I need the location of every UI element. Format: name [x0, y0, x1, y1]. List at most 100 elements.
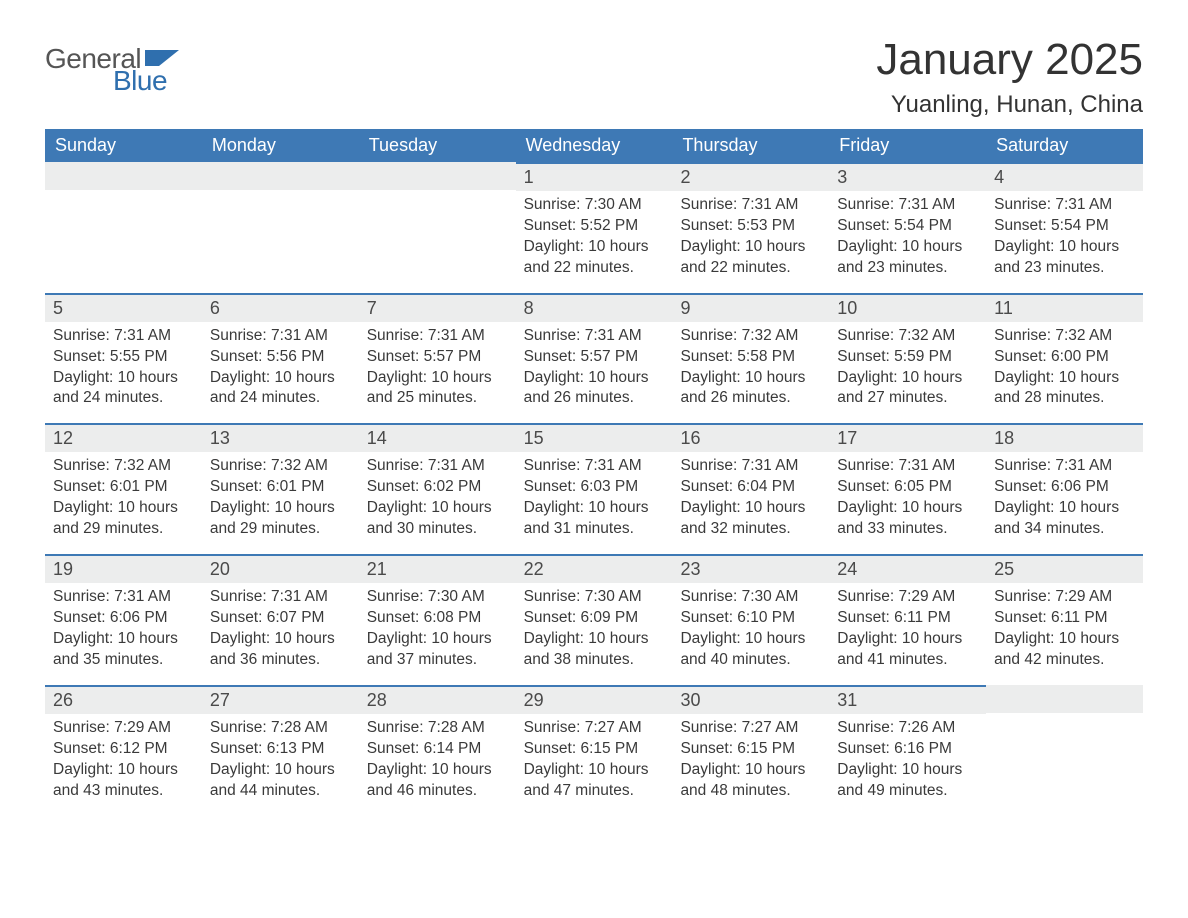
- sunrise-text: Sunrise: 7:32 AM: [837, 326, 978, 347]
- day-cell: [986, 685, 1143, 816]
- day-body: Sunrise: 7:31 AMSunset: 6:04 PMDaylight:…: [672, 452, 829, 554]
- sunrise-text: Sunrise: 7:32 AM: [994, 326, 1135, 347]
- day-cell: 11Sunrise: 7:32 AMSunset: 6:00 PMDayligh…: [986, 293, 1143, 424]
- day-cell: 2Sunrise: 7:31 AMSunset: 5:53 PMDaylight…: [672, 162, 829, 293]
- sunset-text: Sunset: 6:04 PM: [680, 477, 821, 498]
- sunset-text: Sunset: 5:53 PM: [680, 216, 821, 237]
- day-body: Sunrise: 7:31 AMSunset: 5:54 PMDaylight:…: [986, 191, 1143, 293]
- day-number: 5: [45, 293, 202, 322]
- day-cell: 15Sunrise: 7:31 AMSunset: 6:03 PMDayligh…: [516, 423, 673, 554]
- day-body: Sunrise: 7:29 AMSunset: 6:11 PMDaylight:…: [986, 583, 1143, 685]
- daylight-text: Daylight: 10 hours and 24 minutes.: [53, 368, 194, 410]
- daylight-text: Daylight: 10 hours and 23 minutes.: [837, 237, 978, 279]
- day-body: Sunrise: 7:28 AMSunset: 6:13 PMDaylight:…: [202, 714, 359, 816]
- day-cell: 1Sunrise: 7:30 AMSunset: 5:52 PMDaylight…: [516, 162, 673, 293]
- day-number: 8: [516, 293, 673, 322]
- daylight-text: Daylight: 10 hours and 33 minutes.: [837, 498, 978, 540]
- day-number: 14: [359, 423, 516, 452]
- month-title: January 2025: [876, 35, 1143, 85]
- daylight-text: Daylight: 10 hours and 44 minutes.: [210, 760, 351, 802]
- daylight-text: Daylight: 10 hours and 32 minutes.: [680, 498, 821, 540]
- day-cell: 13Sunrise: 7:32 AMSunset: 6:01 PMDayligh…: [202, 423, 359, 554]
- day-number: 10: [829, 293, 986, 322]
- sunset-text: Sunset: 5:54 PM: [837, 216, 978, 237]
- day-cell: 22Sunrise: 7:30 AMSunset: 6:09 PMDayligh…: [516, 554, 673, 685]
- day-cell: 28Sunrise: 7:28 AMSunset: 6:14 PMDayligh…: [359, 685, 516, 816]
- day-cell: 16Sunrise: 7:31 AMSunset: 6:04 PMDayligh…: [672, 423, 829, 554]
- dow-cell: Thursday: [672, 129, 829, 162]
- day-body: Sunrise: 7:30 AMSunset: 6:09 PMDaylight:…: [516, 583, 673, 685]
- daylight-text: Daylight: 10 hours and 25 minutes.: [367, 368, 508, 410]
- day-cell: 27Sunrise: 7:28 AMSunset: 6:13 PMDayligh…: [202, 685, 359, 816]
- sunrise-text: Sunrise: 7:30 AM: [524, 587, 665, 608]
- day-cell: 8Sunrise: 7:31 AMSunset: 5:57 PMDaylight…: [516, 293, 673, 424]
- sunset-text: Sunset: 5:57 PM: [524, 347, 665, 368]
- sunset-text: Sunset: 5:58 PM: [680, 347, 821, 368]
- day-number: 1: [516, 162, 673, 191]
- sunset-text: Sunset: 6:13 PM: [210, 739, 351, 760]
- day-body: Sunrise: 7:31 AMSunset: 5:53 PMDaylight:…: [672, 191, 829, 293]
- day-number: 23: [672, 554, 829, 583]
- dow-cell: Friday: [829, 129, 986, 162]
- sunrise-text: Sunrise: 7:31 AM: [524, 326, 665, 347]
- sunset-text: Sunset: 6:00 PM: [994, 347, 1135, 368]
- sunrise-text: Sunrise: 7:31 AM: [210, 587, 351, 608]
- day-number: 9: [672, 293, 829, 322]
- daylight-text: Daylight: 10 hours and 46 minutes.: [367, 760, 508, 802]
- day-cell: 31Sunrise: 7:26 AMSunset: 6:16 PMDayligh…: [829, 685, 986, 816]
- sunrise-text: Sunrise: 7:31 AM: [994, 456, 1135, 477]
- sunrise-text: Sunrise: 7:29 AM: [994, 587, 1135, 608]
- week-row: 19 Sunrise: 7:31 AM Sunset: 6:06 PM Dayligh…: [45, 554, 1143, 685]
- sunset-text: Sunset: 6:16 PM: [837, 739, 978, 760]
- day-number: 19: [45, 554, 202, 583]
- daylight-text: Daylight: 10 hours and 49 minutes.: [837, 760, 978, 802]
- sunset-text: Sunset: 6:02 PM: [367, 477, 508, 498]
- day-body: Sunrise: 7:26 AMSunset: 6:16 PMDaylight:…: [829, 714, 986, 816]
- day-body: Sunrise: 7:30 AMSunset: 6:08 PMDaylight:…: [359, 583, 516, 685]
- day-cell: 5Sunrise: 7:31 AMSunset: 5:55 PMDaylight…: [45, 293, 202, 424]
- daylight-text: Daylight: 10 hours and 31 minutes.: [524, 498, 665, 540]
- sunset-text: Sunset: 6:08 PM: [367, 608, 508, 629]
- day-cell: [45, 162, 202, 293]
- day-body: Sunrise: 7:31 AMSunset: 6:06 PMDaylight:…: [986, 452, 1143, 554]
- day-number: 7: [359, 293, 516, 322]
- day-body: Sunrise: 7:30 AMSunset: 5:52 PMDaylight:…: [516, 191, 673, 293]
- day-body: Sunrise: 7:31 AMSunset: 6:07 PMDaylight:…: [202, 583, 359, 685]
- day-number: 15: [516, 423, 673, 452]
- sunset-text: Sunset: 6:09 PM: [524, 608, 665, 629]
- sunrise-text: Sunrise: 7:31 AM: [680, 195, 821, 216]
- day-body: Sunrise: 7:31 AMSunset: 5:55 PMDaylight:…: [45, 322, 202, 424]
- daylight-text: Daylight: 10 hours and 28 minutes.: [994, 368, 1135, 410]
- sunrise-text: Sunrise: 7:31 AM: [994, 195, 1135, 216]
- sunrise-text: Sunrise: 7:30 AM: [367, 587, 508, 608]
- day-body: Sunrise: 7:31 AMSunset: 6:05 PMDaylight:…: [829, 452, 986, 554]
- title-block: January 2025 Yuanling, Hunan, China: [876, 35, 1143, 119]
- day-cell: 6Sunrise: 7:31 AMSunset: 5:56 PMDaylight…: [202, 293, 359, 424]
- day-body: Sunrise: 7:31 AMSunset: 5:56 PMDaylight:…: [202, 322, 359, 424]
- day-number: 20: [202, 554, 359, 583]
- day-body: Sunrise: 7:27 AMSunset: 6:15 PMDaylight:…: [672, 714, 829, 816]
- day-cell: 14Sunrise: 7:31 AMSunset: 6:02 PMDayligh…: [359, 423, 516, 554]
- empty-day-bar: [359, 162, 516, 190]
- sunset-text: Sunset: 6:14 PM: [367, 739, 508, 760]
- sunrise-text: Sunrise: 7:28 AM: [210, 718, 351, 739]
- day-body: Sunrise: 7:32 AMSunset: 6:00 PMDaylight:…: [986, 322, 1143, 424]
- day-of-week-header: SundayMondayTuesdayWednesdayThursdayFrid…: [45, 129, 1143, 162]
- day-cell: 30Sunrise: 7:27 AMSunset: 6:15 PMDayligh…: [672, 685, 829, 816]
- day-body: Sunrise: 7:31 AMSunset: 6:03 PMDaylight:…: [516, 452, 673, 554]
- sunrise-text: Sunrise: 7:32 AM: [680, 326, 821, 347]
- sunset-text: Sunset: 5:54 PM: [994, 216, 1135, 237]
- sunset-text: Sunset: 6:06 PM: [53, 608, 194, 629]
- day-cell: 10Sunrise: 7:32 AMSunset: 5:59 PMDayligh…: [829, 293, 986, 424]
- daylight-text: Daylight: 10 hours and 37 minutes.: [367, 629, 508, 671]
- sunrise-text: Sunrise: 7:29 AM: [53, 718, 194, 739]
- empty-day-bar: [202, 162, 359, 190]
- daylight-text: Daylight: 10 hours and 47 minutes.: [524, 760, 665, 802]
- day-cell: 19Sunrise: 7:31 AMSunset: 6:06 PMDayligh…: [45, 554, 202, 685]
- day-body: Sunrise: 7:32 AMSunset: 6:01 PMDaylight:…: [202, 452, 359, 554]
- day-number: 28: [359, 685, 516, 714]
- sunrise-text: Sunrise: 7:31 AM: [53, 326, 194, 347]
- dow-cell: Sunday: [45, 129, 202, 162]
- sunset-text: Sunset: 5:55 PM: [53, 347, 194, 368]
- sunset-text: Sunset: 6:07 PM: [210, 608, 351, 629]
